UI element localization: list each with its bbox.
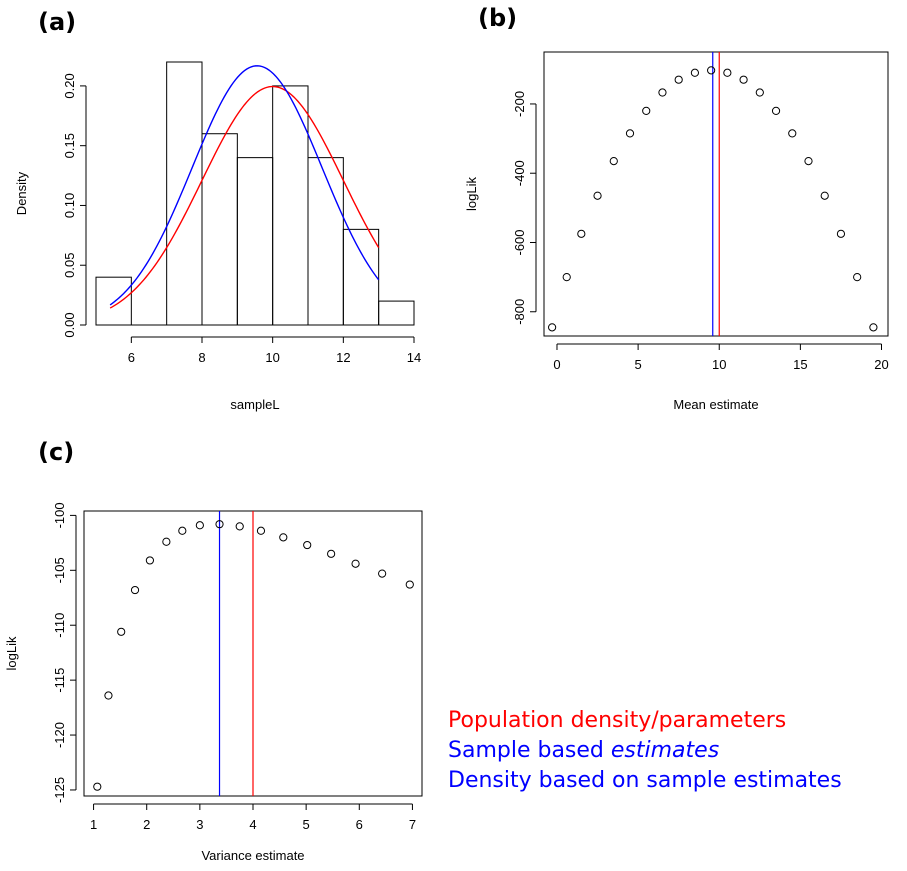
data-point: [658, 88, 667, 97]
data-point: [235, 522, 244, 531]
x-tick-label: 10: [265, 350, 279, 365]
data-point: [723, 68, 732, 77]
data-point: [593, 191, 602, 200]
x-tick-label: 8: [198, 350, 205, 365]
mean-loglik-panel: 0 5 10 15 20 -800 -600 -400 -200 Mean estimate log…: [464, 51, 889, 412]
histogram-panel: 6 8 10 12 14 0.00 0.05 0.10 0.15 0.20 sampleL Densi…: [14, 61, 421, 412]
data-point: [642, 106, 651, 115]
y-tick-label: 0.05: [62, 253, 77, 278]
data-point: [215, 520, 224, 529]
x-tick-label: 7: [409, 817, 416, 832]
x-tick-label: 6: [128, 350, 135, 365]
x-tick-label: 3: [196, 817, 203, 832]
data-point: [117, 627, 126, 636]
legend-density: Density based on sample estimates: [448, 768, 842, 793]
data-point: [853, 273, 862, 282]
histogram-bar: [342, 228, 380, 326]
data-point: [256, 526, 266, 535]
data-point: [130, 585, 140, 595]
data-point: [625, 129, 635, 138]
x-tick-label: 4: [249, 817, 256, 832]
y-tick-label: -125: [52, 777, 67, 803]
x-tick-label: 12: [336, 350, 350, 365]
data-point: [378, 569, 387, 578]
x-tick-label: 0: [553, 357, 560, 372]
data-point: [739, 75, 748, 84]
data-point: [755, 88, 764, 97]
data-point: [279, 533, 288, 542]
data-point: [690, 68, 700, 77]
y-tick-label: -200: [512, 91, 527, 117]
x-tick-label: 5: [634, 357, 641, 372]
panel-label-b: (b): [478, 4, 517, 32]
histogram-bar: [95, 276, 132, 326]
plot-frame: [543, 51, 889, 337]
panel-label-a: (a): [38, 8, 76, 36]
x-tick-label: 1: [90, 817, 97, 832]
histogram-bar: [166, 61, 203, 326]
y-axis-label: Density: [14, 171, 29, 215]
population-density-curve: [109, 85, 380, 309]
data-point: [548, 323, 557, 332]
x-tick-label: 15: [793, 357, 807, 372]
data-point: [609, 156, 618, 166]
histogram-bar: [201, 133, 238, 326]
legend: Population density/parameters Sample bas…: [448, 708, 842, 793]
y-axis-label: logLik: [4, 636, 19, 670]
data-point: [405, 580, 414, 589]
legend-sample-emph: estimates: [611, 738, 719, 763]
data-point: [674, 75, 683, 84]
y-tick-label: -105: [52, 557, 67, 583]
data-point: [707, 66, 716, 75]
legend-sample-prefix: Sample based: [448, 738, 611, 763]
x-tick-label: 5: [303, 817, 310, 832]
y-tick-label: -115: [52, 668, 67, 693]
y-tick-label: -600: [512, 229, 527, 255]
data-point: [178, 526, 187, 535]
x-tick-label: 2: [143, 817, 150, 832]
x-axis-label: Mean estimate: [673, 397, 758, 412]
legend-sample-estimates: Sample based estimates: [448, 738, 719, 763]
panel-label-c: (c): [38, 438, 74, 466]
y-tick-label: -110: [52, 613, 67, 638]
histogram-bar: [236, 157, 274, 326]
data-point: [104, 691, 113, 700]
histogram-bar: [307, 157, 344, 326]
x-axis-label: Variance estimate: [201, 848, 304, 863]
data-point: [303, 540, 312, 550]
histogram-bar: [378, 300, 415, 326]
legend-population: Population density/parameters: [448, 708, 786, 733]
data-point: [771, 106, 781, 115]
data-point: [577, 229, 586, 238]
x-tick-label: 6: [356, 817, 363, 832]
y-tick-label: -120: [52, 722, 67, 748]
data-point: [195, 521, 204, 530]
data-point: [562, 273, 571, 282]
data-point: [836, 229, 846, 238]
sample-density-curve: [109, 65, 380, 306]
data-point: [145, 556, 154, 565]
y-tick-label: 0.10: [62, 193, 77, 218]
y-tick-label: -400: [512, 160, 527, 186]
data-point: [804, 156, 813, 166]
y-tick-label: 0.00: [62, 312, 77, 337]
y-tick-label: 0.20: [62, 73, 77, 98]
x-tick-label: 20: [874, 357, 888, 372]
data-point: [327, 549, 336, 558]
variance-loglik-panel: 1 2 3 4 5 6 7 -125 -120 -115 -110 -105 -100 Variance …: [4, 502, 423, 863]
data-point: [788, 129, 797, 138]
y-tick-label: -100: [52, 502, 67, 528]
data-point: [162, 537, 171, 546]
data-point: [351, 559, 360, 568]
y-axis-label: logLik: [464, 177, 479, 211]
x-tick-label: 10: [712, 357, 726, 372]
x-tick-label: 14: [407, 350, 421, 365]
y-tick-label: 0.15: [62, 133, 77, 158]
data-point: [93, 782, 102, 791]
data-point: [869, 323, 878, 332]
data-point: [820, 191, 829, 200]
x-axis-label: sampleL: [230, 397, 279, 412]
y-tick-label: -800: [512, 299, 527, 325]
